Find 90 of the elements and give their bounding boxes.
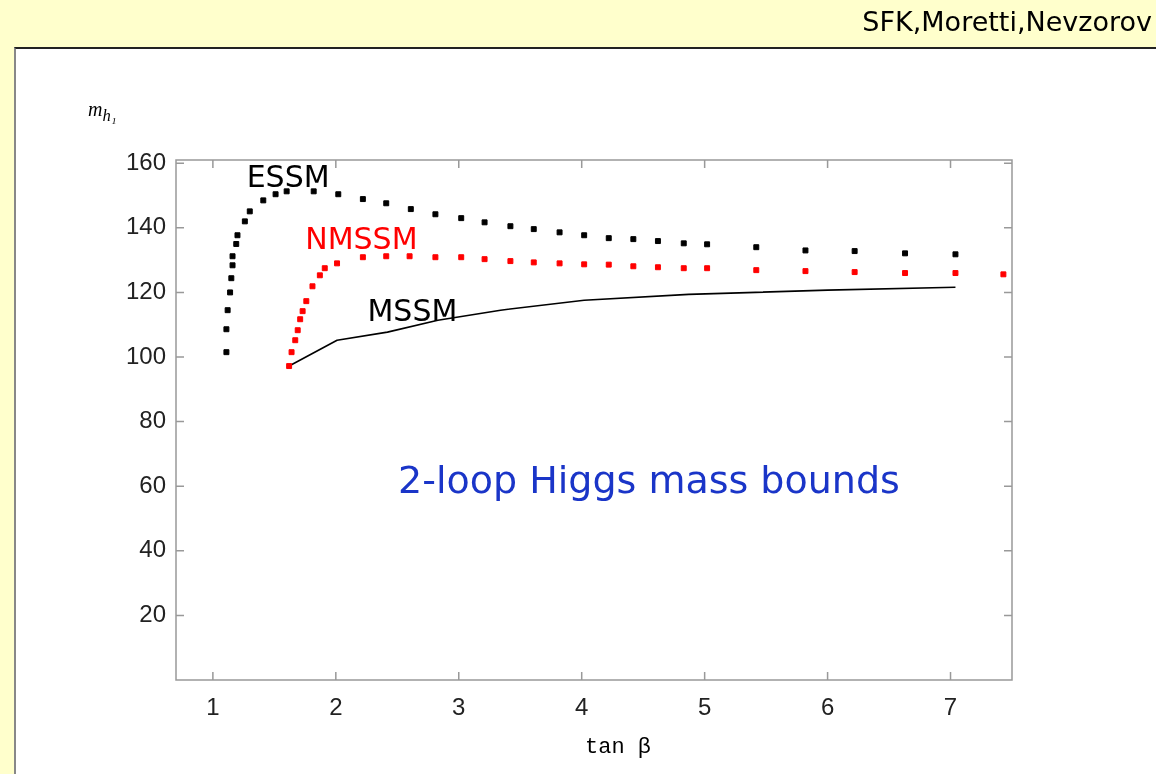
point xyxy=(902,270,909,277)
point xyxy=(406,253,413,260)
point xyxy=(316,272,323,279)
x-tick-label: 6 xyxy=(820,693,835,721)
point xyxy=(1000,271,1007,278)
point xyxy=(359,254,366,261)
point xyxy=(260,197,267,204)
point xyxy=(334,260,341,267)
point xyxy=(556,260,563,267)
point xyxy=(299,308,306,315)
point xyxy=(704,241,711,248)
point xyxy=(288,349,295,356)
annotation: 2-loop Higgs mass bounds xyxy=(398,458,900,502)
point xyxy=(802,247,809,254)
point xyxy=(630,236,637,243)
point xyxy=(241,218,248,225)
point xyxy=(630,263,637,270)
point xyxy=(605,261,612,268)
point xyxy=(233,241,240,247)
point xyxy=(246,208,253,215)
point xyxy=(704,265,711,272)
point xyxy=(383,253,390,260)
point xyxy=(581,261,588,268)
y-tick-label: 40 xyxy=(139,535,166,563)
point xyxy=(654,264,661,271)
series-label: MSSM xyxy=(367,292,458,328)
point xyxy=(272,191,279,198)
point xyxy=(383,200,390,207)
point xyxy=(310,188,317,195)
x-tick-label: 3 xyxy=(452,693,466,721)
point xyxy=(753,267,760,274)
point xyxy=(432,254,439,261)
point xyxy=(952,251,959,258)
point xyxy=(407,206,414,213)
point xyxy=(223,349,230,356)
x-tick-label: 2 xyxy=(329,693,343,721)
point xyxy=(802,268,809,275)
point xyxy=(952,270,959,277)
point xyxy=(507,223,514,230)
point xyxy=(309,283,316,290)
point xyxy=(851,248,858,255)
point xyxy=(223,326,230,333)
point xyxy=(481,256,488,263)
point xyxy=(507,258,514,265)
point xyxy=(234,232,241,239)
x-tick-label: 7 xyxy=(943,693,958,721)
x-tick-label: 1 xyxy=(206,693,220,721)
point xyxy=(458,254,465,261)
point xyxy=(680,265,687,272)
point xyxy=(286,363,293,370)
point xyxy=(605,235,612,242)
point xyxy=(654,238,661,245)
point xyxy=(335,191,342,198)
point xyxy=(530,259,537,266)
point xyxy=(297,316,304,323)
point xyxy=(294,327,301,334)
point xyxy=(283,188,290,195)
point xyxy=(224,307,231,314)
y-tick-label: 120 xyxy=(125,277,166,305)
point xyxy=(680,240,687,247)
y-tick-label: 20 xyxy=(139,600,166,628)
text: SFK,Moretti,Nevzorov xyxy=(862,6,1152,37)
point xyxy=(321,265,328,272)
x-tick-label: 5 xyxy=(697,693,712,721)
point xyxy=(229,262,236,269)
point xyxy=(556,229,563,236)
x-tick-label: 4 xyxy=(575,693,589,721)
point xyxy=(851,269,858,276)
point xyxy=(458,215,465,222)
y-tick-label: 100 xyxy=(125,341,166,369)
point xyxy=(227,289,234,296)
y-tick-label: 140 xyxy=(125,212,166,240)
point xyxy=(359,196,366,203)
point xyxy=(902,250,909,257)
y-tick-label: 80 xyxy=(139,406,166,434)
y-axis-title: m$_{h₁}$ xyxy=(88,98,117,126)
series-label: NMSSM xyxy=(305,221,418,257)
point xyxy=(432,211,439,218)
point xyxy=(753,244,760,251)
y-tick-label: 160 xyxy=(125,147,166,175)
point xyxy=(530,226,537,233)
point xyxy=(481,219,488,226)
point xyxy=(303,298,310,305)
y-tick-label: 60 xyxy=(139,470,166,498)
series-label: ESSM xyxy=(246,159,330,195)
point xyxy=(292,337,299,344)
point xyxy=(228,275,235,282)
point xyxy=(229,253,236,260)
x-axis-title: tan β xyxy=(585,735,652,760)
point xyxy=(581,232,588,239)
